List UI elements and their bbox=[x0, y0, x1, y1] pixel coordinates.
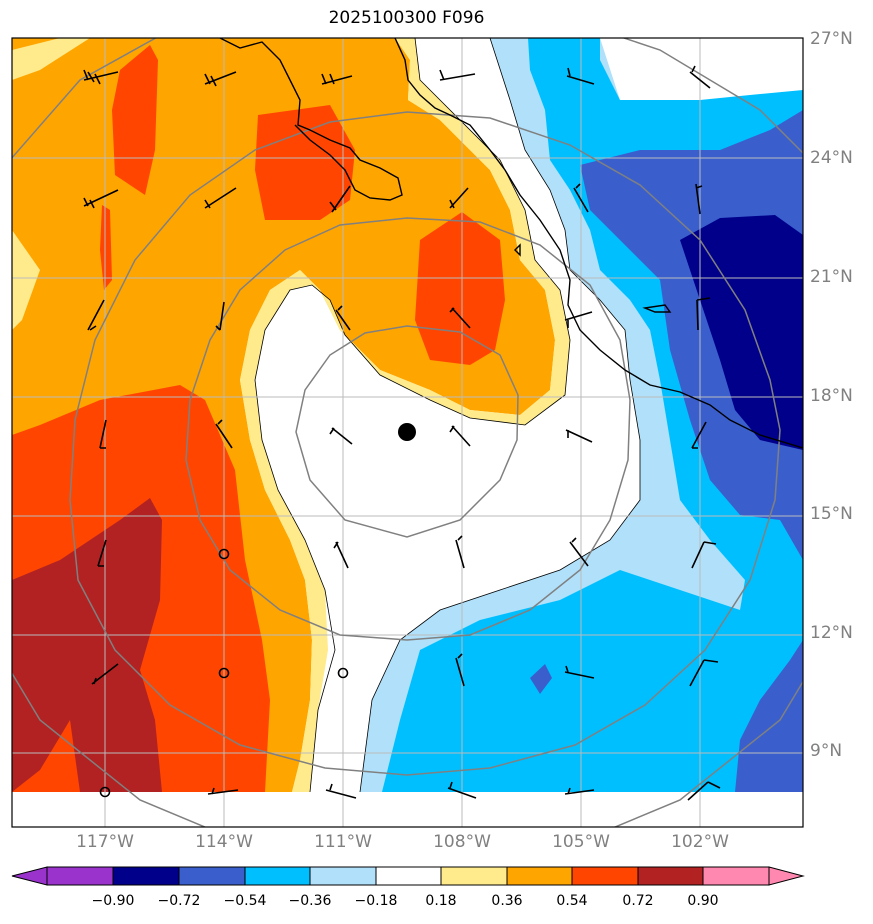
colorbar-bin bbox=[178, 866, 246, 886]
lat-label-27n: 27°N bbox=[810, 29, 853, 49]
colorbar-tick-label: 0.54 bbox=[556, 893, 588, 909]
colorbar-tick-label: −0.54 bbox=[223, 893, 267, 909]
contour-red-north-2 bbox=[255, 105, 355, 220]
range-ring-middle bbox=[185, 217, 631, 641]
colorbar-bin bbox=[375, 866, 442, 886]
lon-label-108w: 108°W bbox=[433, 832, 491, 852]
colorbar-bin bbox=[637, 866, 704, 886]
colorbar-tick-label: 0.36 bbox=[491, 893, 523, 909]
colorbar-bin bbox=[440, 866, 508, 886]
range-ring-inner bbox=[295, 325, 519, 538]
range-ring-outer bbox=[69, 111, 781, 776]
lat-label-9n: 9°N bbox=[810, 741, 843, 761]
colorbar-tick-label: 0.90 bbox=[687, 893, 719, 909]
colorbar-tick-label: −0.18 bbox=[354, 893, 398, 909]
contour-yellow-northwest bbox=[12, 38, 90, 80]
colorbar-bin bbox=[506, 866, 573, 886]
contour-royalblue-patch bbox=[530, 664, 552, 694]
lat-label-18n: 18°N bbox=[810, 386, 853, 406]
colorbar-bin bbox=[46, 866, 114, 886]
contour-red-center bbox=[415, 212, 505, 365]
map-title: 2025100300 F096 bbox=[328, 8, 485, 28]
filled-contours bbox=[12, 38, 803, 827]
colorbar-extend-low bbox=[11, 866, 48, 886]
colorbar-tick-label: 0.18 bbox=[425, 893, 457, 909]
lon-label-117w: 117°W bbox=[76, 832, 134, 852]
colorbar-tick-label: −0.36 bbox=[288, 893, 332, 909]
contour-yellow-fringe bbox=[240, 38, 570, 792]
coastline bbox=[219, 38, 803, 449]
calm-wind-markers bbox=[99, 548, 349, 798]
colorbar-extend-high bbox=[768, 866, 805, 886]
map-frame bbox=[11, 37, 804, 828]
contour-white-eye bbox=[262, 290, 590, 792]
colorbar-bin bbox=[702, 866, 770, 886]
contour-darkred-southwest bbox=[12, 498, 162, 792]
colorbar-bin bbox=[244, 866, 311, 886]
lat-label-21n: 21°N bbox=[810, 267, 853, 287]
colorbar-bin bbox=[112, 866, 180, 886]
contour-white-northeast bbox=[600, 38, 803, 100]
contour-yellow-west bbox=[12, 230, 40, 330]
lon-label-102w: 102°W bbox=[671, 832, 729, 852]
contour-red-strip bbox=[100, 205, 112, 290]
lat-label-24n: 24°N bbox=[810, 148, 853, 168]
graticule bbox=[12, 38, 803, 827]
contour-royalblue-southeast bbox=[735, 640, 803, 792]
storm-center-marker bbox=[398, 423, 416, 441]
colorbar bbox=[11, 866, 805, 886]
lat-label-12n: 12°N bbox=[810, 623, 853, 643]
colorbar-bin bbox=[571, 866, 639, 886]
wind-barbs bbox=[83, 65, 721, 801]
lon-label-114w: 114°W bbox=[195, 832, 253, 852]
colorbar-tick-label: 0.72 bbox=[622, 893, 654, 909]
range-rings bbox=[12, 38, 803, 827]
colorbar-tick-label: −0.72 bbox=[157, 893, 201, 909]
lon-label-111w: 111°W bbox=[314, 832, 372, 852]
colorbar-bin bbox=[309, 866, 377, 886]
lon-label-105w: 105°W bbox=[552, 832, 610, 852]
lat-label-15n: 15°N bbox=[810, 504, 853, 524]
colorbar-tick-label: −0.90 bbox=[91, 893, 135, 909]
